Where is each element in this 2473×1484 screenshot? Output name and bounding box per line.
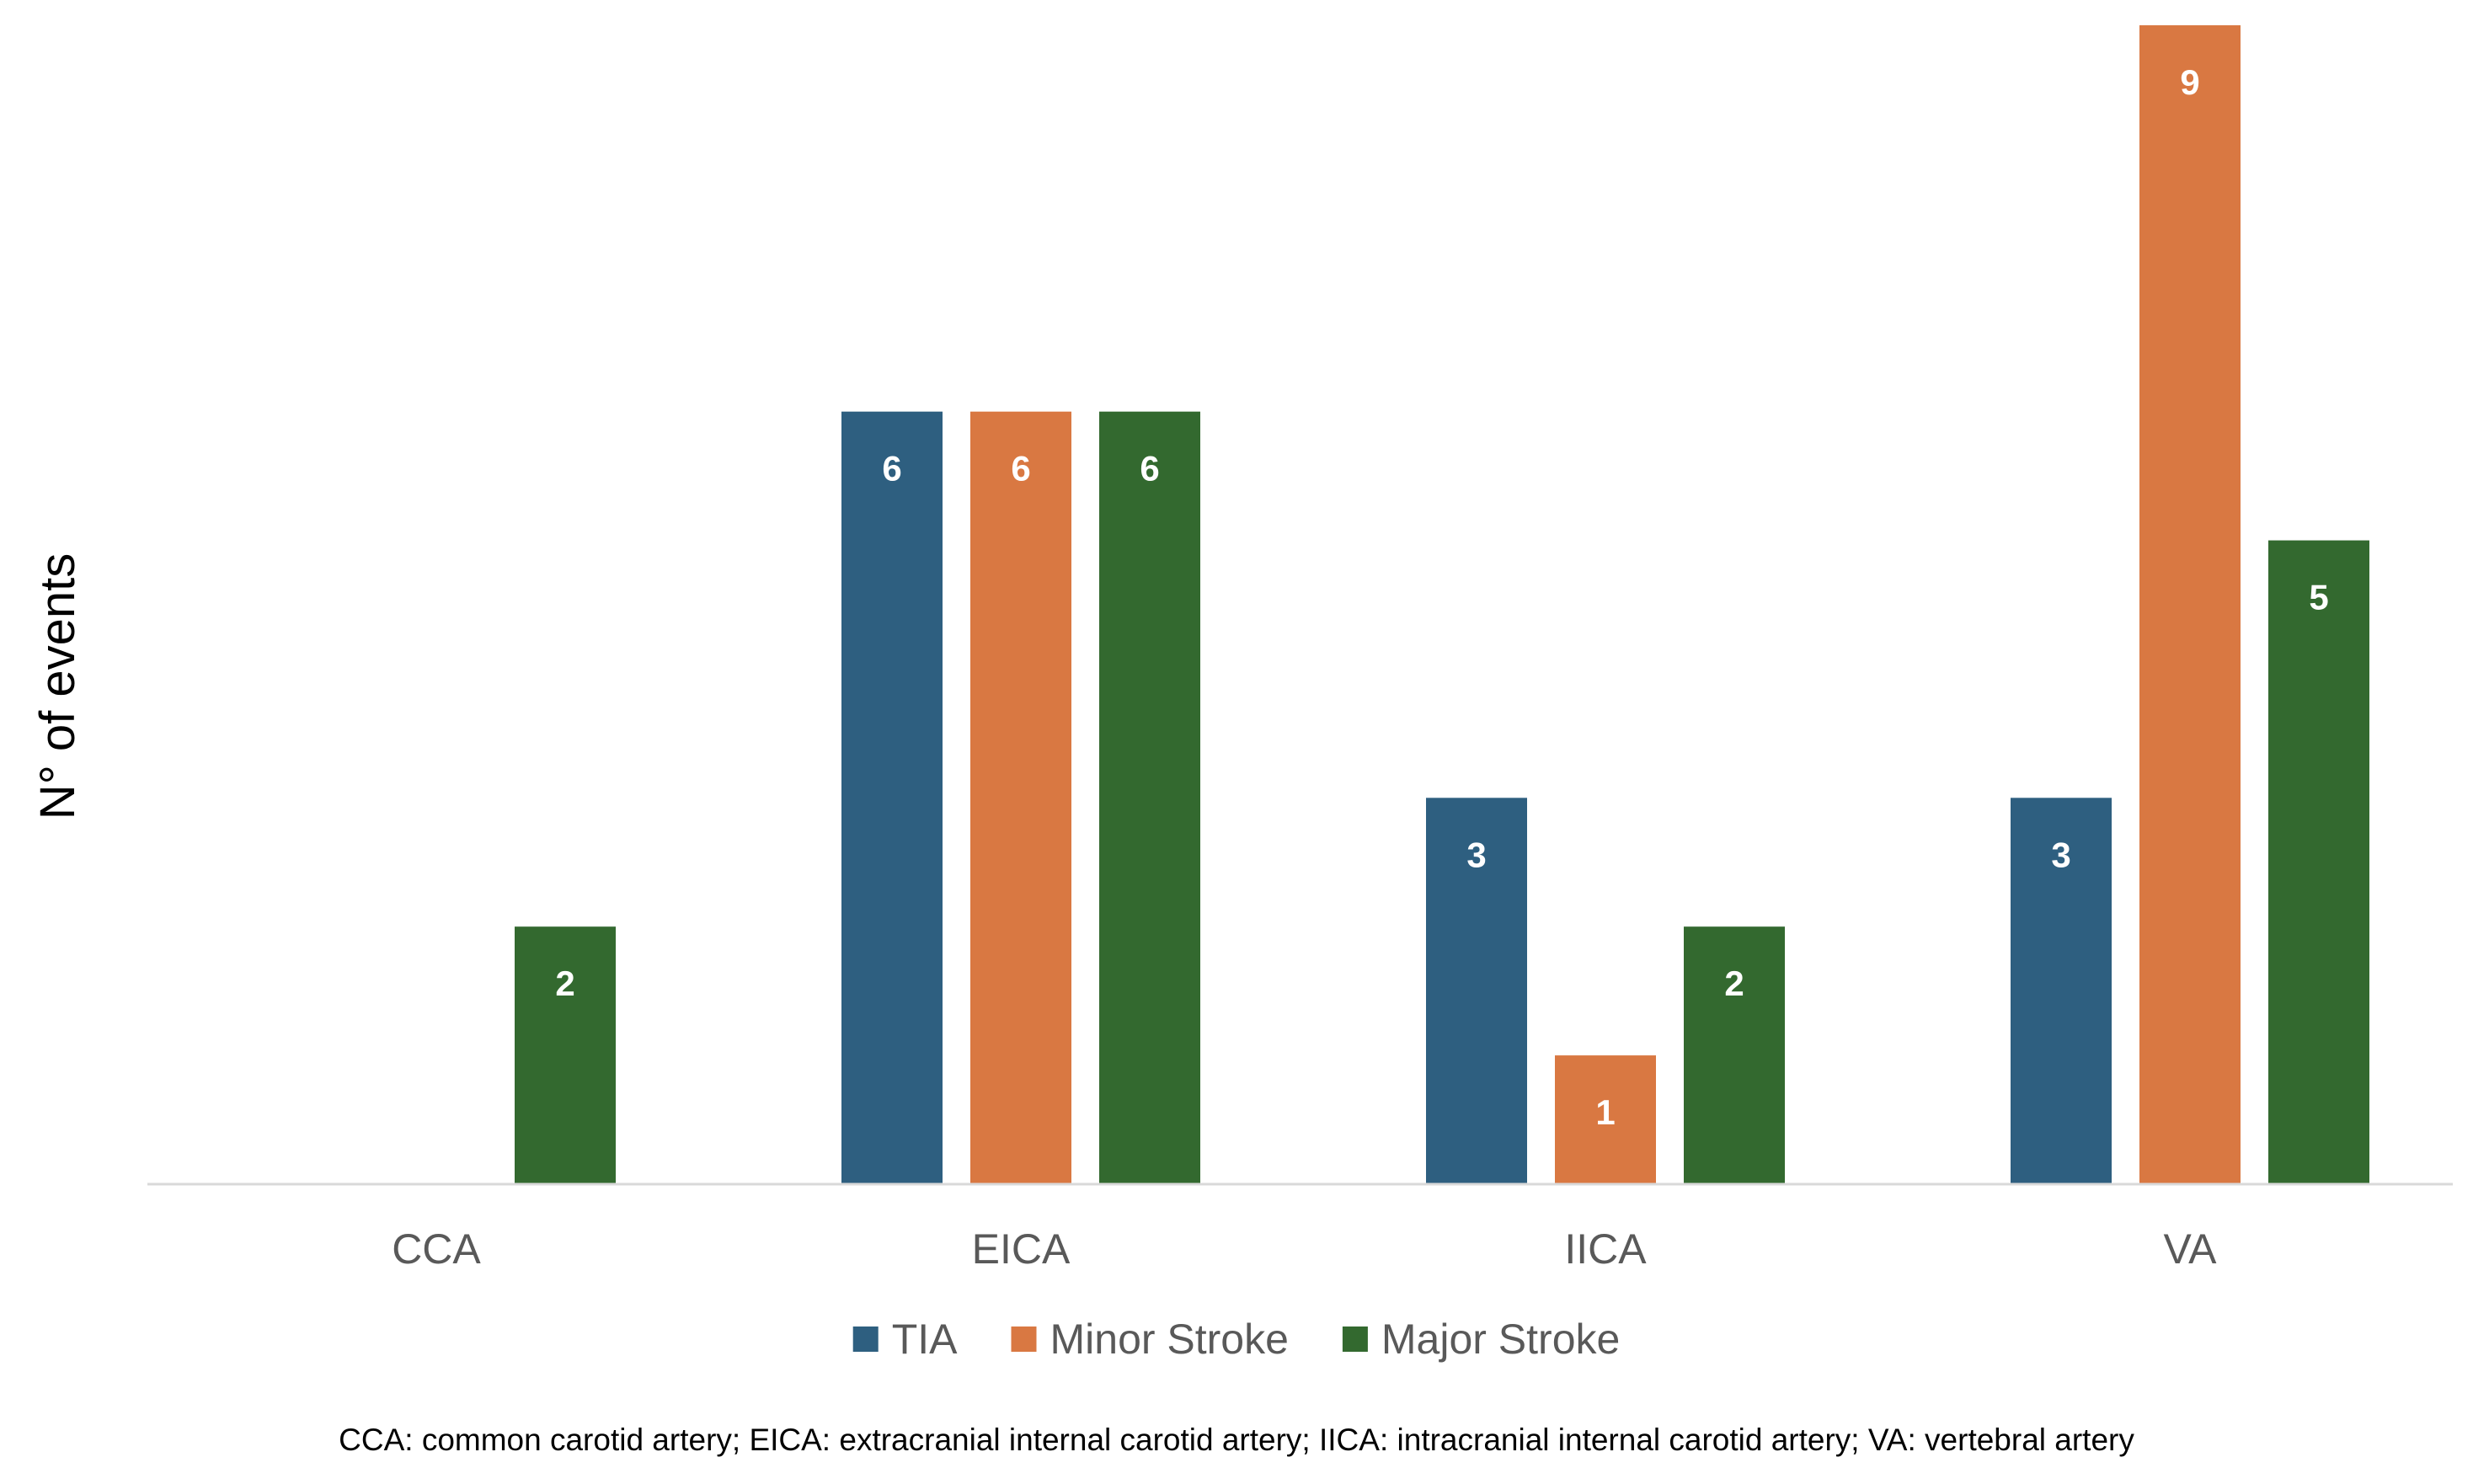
data-label-eica-minor-stroke: 6 xyxy=(1011,449,1030,488)
data-label-va-tia: 3 xyxy=(2051,835,2070,874)
bar-va-major-stroke xyxy=(2268,540,2369,1184)
bar-eica-major-stroke xyxy=(1099,411,1200,1184)
data-label-va-minor-stroke: 9 xyxy=(2180,62,2199,102)
x-tick-label-va: VA xyxy=(2164,1225,2218,1273)
bar-eica-tia xyxy=(841,411,943,1184)
legend: TIA Minor Stroke Major Stroke xyxy=(852,1316,1620,1363)
bar-iica-major-stroke xyxy=(1684,926,1785,1184)
x-tick-label-eica: EICA xyxy=(972,1225,1071,1273)
data-label-eica-tia: 6 xyxy=(882,449,901,488)
data-label-eica-major-stroke: 6 xyxy=(1140,449,1159,488)
data-label-iica-major-stroke: 2 xyxy=(1724,964,1744,1003)
legend-swatch-minor-stroke xyxy=(1011,1327,1037,1352)
bar-cca-major-stroke xyxy=(515,926,616,1184)
bar-va-minor-stroke xyxy=(2139,25,2241,1184)
y-axis-label: N° of events xyxy=(30,553,85,820)
legend-label-tia: TIA xyxy=(892,1316,958,1363)
data-labels-group: 2 6 6 6 3 1 2 3 9 5 xyxy=(555,62,2328,1132)
bar-iica-minor-stroke xyxy=(1555,1055,1656,1184)
legend-label-major-stroke: Major Stroke xyxy=(1381,1316,1620,1363)
data-label-cca-major-stroke: 2 xyxy=(555,964,574,1003)
bar-iica-tia xyxy=(1426,798,1527,1184)
data-label-iica-tia: 3 xyxy=(1466,835,1486,874)
data-label-iica-minor-stroke: 1 xyxy=(1595,1092,1615,1132)
bar-eica-minor-stroke xyxy=(970,411,1071,1184)
legend-label-minor-stroke: Minor Stroke xyxy=(1050,1316,1289,1363)
bars-group xyxy=(515,25,2369,1184)
x-axis-ticks: CCA EICA IICA VA xyxy=(392,1225,2217,1273)
data-label-va-major-stroke: 5 xyxy=(2309,578,2328,617)
x-tick-label-iica: IICA xyxy=(1564,1225,1647,1273)
footnote: CCA: common carotid artery; EICA: extrac… xyxy=(339,1423,2134,1457)
legend-swatch-major-stroke xyxy=(1342,1327,1368,1352)
x-tick-label-cca: CCA xyxy=(392,1225,481,1273)
bar-va-tia xyxy=(2011,798,2112,1184)
legend-swatch-tia xyxy=(852,1327,879,1352)
